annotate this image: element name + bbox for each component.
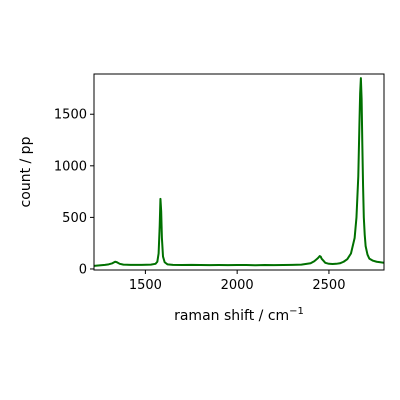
y-tick-label: 0 [79,262,87,277]
ticks-layer: 1500 2000 2500 0 500 1000 1500 [54,108,346,293]
y-axis-label: count / pp [18,136,34,207]
plot-frame [93,73,385,271]
y-tick-label: 500 [62,211,87,226]
series-line-0 [94,77,384,267]
x-tick-label: 1500 [129,278,162,293]
x-tick-label: 2000 [221,278,254,293]
x-axis-label: raman shift / cm−1 [174,306,304,324]
x-axis-label-superscript: −1 [289,306,304,317]
x-tick-label: 2500 [312,278,345,293]
plot-layer [94,77,384,267]
y-tick-label: 1500 [54,108,87,123]
y-tick-label: 1000 [54,159,87,174]
